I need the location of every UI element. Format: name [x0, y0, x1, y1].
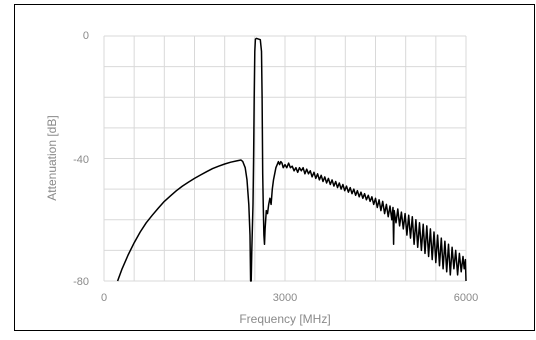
y-tick-label: -80 — [73, 276, 89, 288]
x-tick-label: 0 — [101, 292, 107, 304]
y-tick-label: -40 — [73, 154, 89, 166]
y-axis-label: Attenuation [dB] — [45, 115, 59, 200]
x-tick-label: 6000 — [454, 292, 478, 304]
chart-frame — [14, 4, 535, 331]
grid-layer — [103, 35, 467, 282]
attenuation-series-line — [116, 37, 467, 282]
x-axis-label: Frequency [MHz] — [239, 312, 330, 326]
x-tick-label: 3000 — [273, 292, 297, 304]
y-tick-label: 0 — [83, 30, 89, 42]
